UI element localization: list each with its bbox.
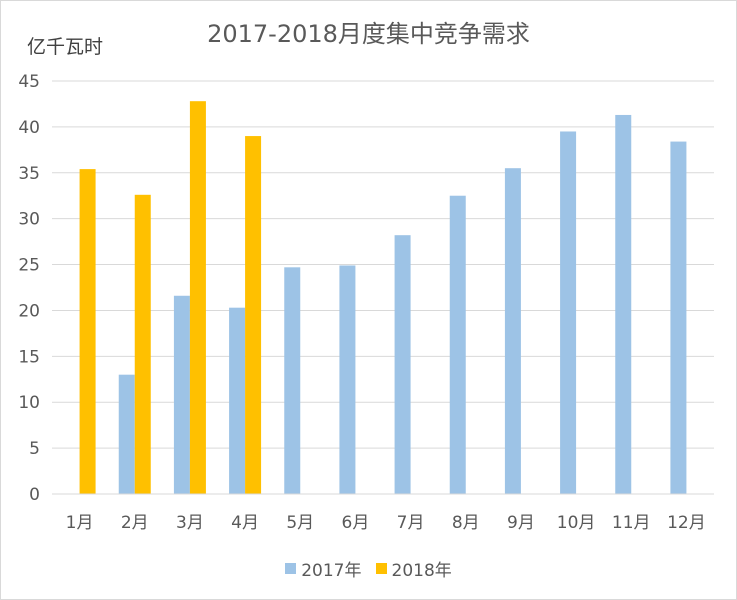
y-tick-label: 0 [29,485,40,505]
chart-legend: 2017年 2018年 [0,556,737,581]
bar-2017年-2月 [118,374,135,494]
bar-2017年-5月 [284,267,301,494]
bar-2018年-2月 [134,194,151,494]
y-tick-label: 10 [18,393,40,413]
x-tick-label: 12月 [667,513,706,533]
bar-2017年-11月 [615,114,632,495]
x-tick-label: 6月 [342,513,370,533]
x-tick-label: 11月 [612,513,651,533]
y-tick-label: 15 [18,347,40,367]
x-tick-label: 7月 [397,513,425,533]
x-tick-label: 4月 [231,513,259,533]
y-tick-label: 30 [18,210,40,230]
y-tick-label: 45 [18,72,40,92]
legend-item: 2017年 [285,556,362,581]
x-tick-label: 1月 [66,513,94,533]
bar-2018年-3月 [189,101,206,495]
bar-2017年-3月 [173,295,190,494]
y-tick-label: 5 [29,439,40,459]
x-tick-label: 5月 [286,513,314,533]
x-tick-label: 9月 [507,513,535,533]
legend-swatch [285,563,297,574]
x-tick-label: 10月 [557,513,596,533]
bar-2017年-8月 [449,195,466,494]
y-tick-label: 25 [18,256,40,276]
y-tick-label: 40 [18,118,40,138]
legend-item: 2018年 [375,556,452,581]
x-tick-label: 3月 [176,513,204,533]
bar-2017年-9月 [504,168,521,494]
y-tick-label: 20 [18,301,40,321]
bar-2017年-7月 [394,235,411,495]
bar-2018年-4月 [245,136,262,495]
legend-swatch [375,563,387,574]
bar-2017年-12月 [670,141,687,494]
y-axis-unit-label: 亿千瓦时 [27,36,104,58]
bar-2017年-6月 [339,265,356,494]
bar-2017年-4月 [229,307,246,494]
x-tick-label: 8月 [452,513,480,533]
legend-label: 2018年 [391,561,452,581]
bar-2017年-10月 [560,131,577,494]
x-tick-label: 2月 [121,513,149,533]
y-tick-label: 35 [18,164,40,184]
bar-2018年-1月 [79,169,96,494]
legend-label: 2017年 [301,561,362,581]
chart-title: 2017-2018月度集中竞争需求 [207,20,530,48]
